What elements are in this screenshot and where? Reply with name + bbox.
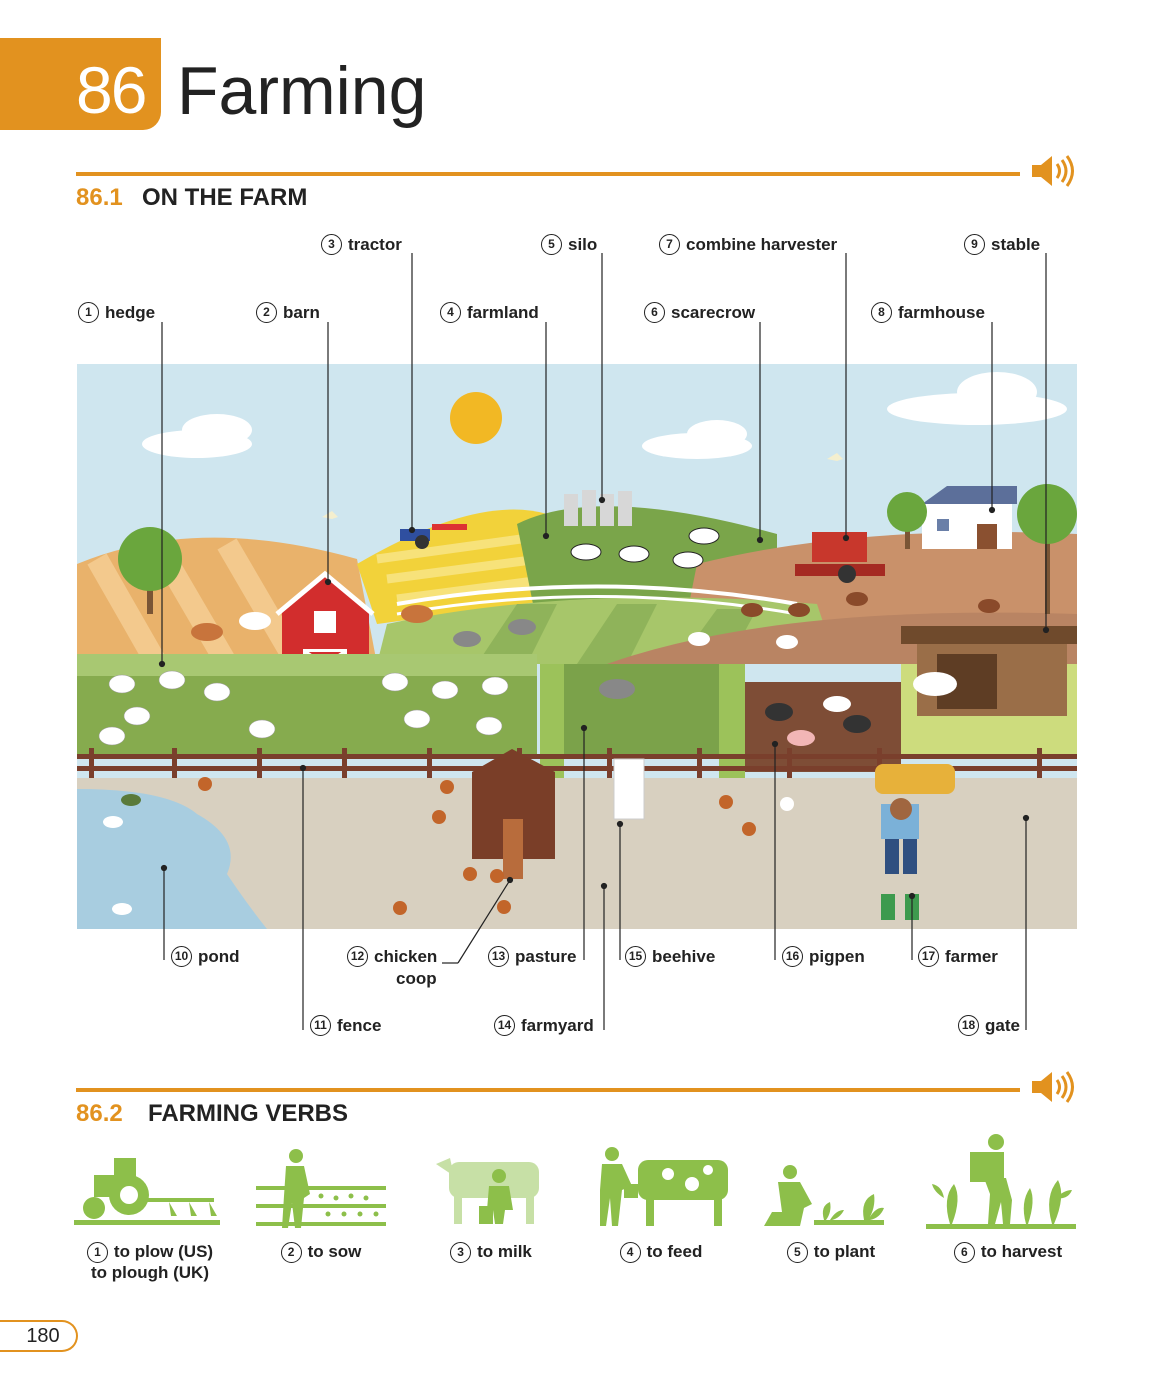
section-rule-1 (76, 172, 1020, 176)
verb-label-5: 5 to plant (766, 1242, 896, 1264)
label-beehive: 15 beehive (625, 946, 715, 967)
label-scarecrow: 6 scarecrow (644, 302, 755, 323)
label-gate: 18 gate (958, 1015, 1020, 1036)
verb-label-4: 4 to feed (596, 1242, 726, 1264)
unit-number: 86 (76, 53, 147, 127)
verb-label-2: 2 to sow (256, 1242, 386, 1264)
label-farmland: 4 farmland (440, 302, 539, 323)
page-number: 180 (0, 1320, 78, 1352)
label-chicken-coop: 12 chicken (347, 946, 437, 967)
feed-icon (600, 1147, 728, 1226)
label-tractor: 3 tractor (321, 234, 402, 255)
verb-label-3: 3 to milk (426, 1242, 556, 1264)
unit-title: Farming (177, 53, 427, 129)
label-silo: 5 silo (541, 234, 597, 255)
farm-scene-illustration (77, 364, 1077, 929)
speaker-icon[interactable] (1030, 1068, 1076, 1106)
section-number-2: 86.2 (76, 1100, 123, 1127)
label-pasture: 13 pasture (488, 946, 576, 967)
verb-label-6: 6 to harvest (936, 1242, 1080, 1264)
section-title-2: FARMING VERBS (148, 1100, 349, 1127)
label-fence: 11 fence (310, 1015, 381, 1036)
label-farmhouse: 8 farmhouse (871, 302, 985, 323)
sow-icon (256, 1149, 386, 1228)
milk-icon (436, 1158, 539, 1224)
section-rule-2 (76, 1088, 1020, 1092)
label-farmer: 17 farmer (918, 946, 998, 967)
label-farmyard: 14 farmyard (494, 1015, 594, 1036)
label-combine-harvester: 7 combine harvester (659, 234, 837, 255)
unit-number-box (0, 38, 161, 130)
speaker-icon[interactable] (1030, 152, 1076, 190)
label-pond: 10 pond (171, 946, 240, 967)
label-pigpen: 16 pigpen (782, 946, 865, 967)
label-hedge: 1 hedge (78, 302, 155, 323)
harvest-icon (926, 1134, 1076, 1229)
label-chicken-coop-line2: coop (396, 969, 437, 988)
label-stable: 9 stable (964, 234, 1040, 255)
plant-icon (764, 1165, 884, 1226)
plow-tractor-icon (74, 1158, 220, 1225)
section-number-1: 86.1 (76, 184, 123, 211)
verb-label-1: 1 to plow (US) to plough (UK) (70, 1242, 230, 1283)
section-title-1: ON THE FARM (142, 184, 308, 211)
label-barn: 2 barn (256, 302, 320, 323)
